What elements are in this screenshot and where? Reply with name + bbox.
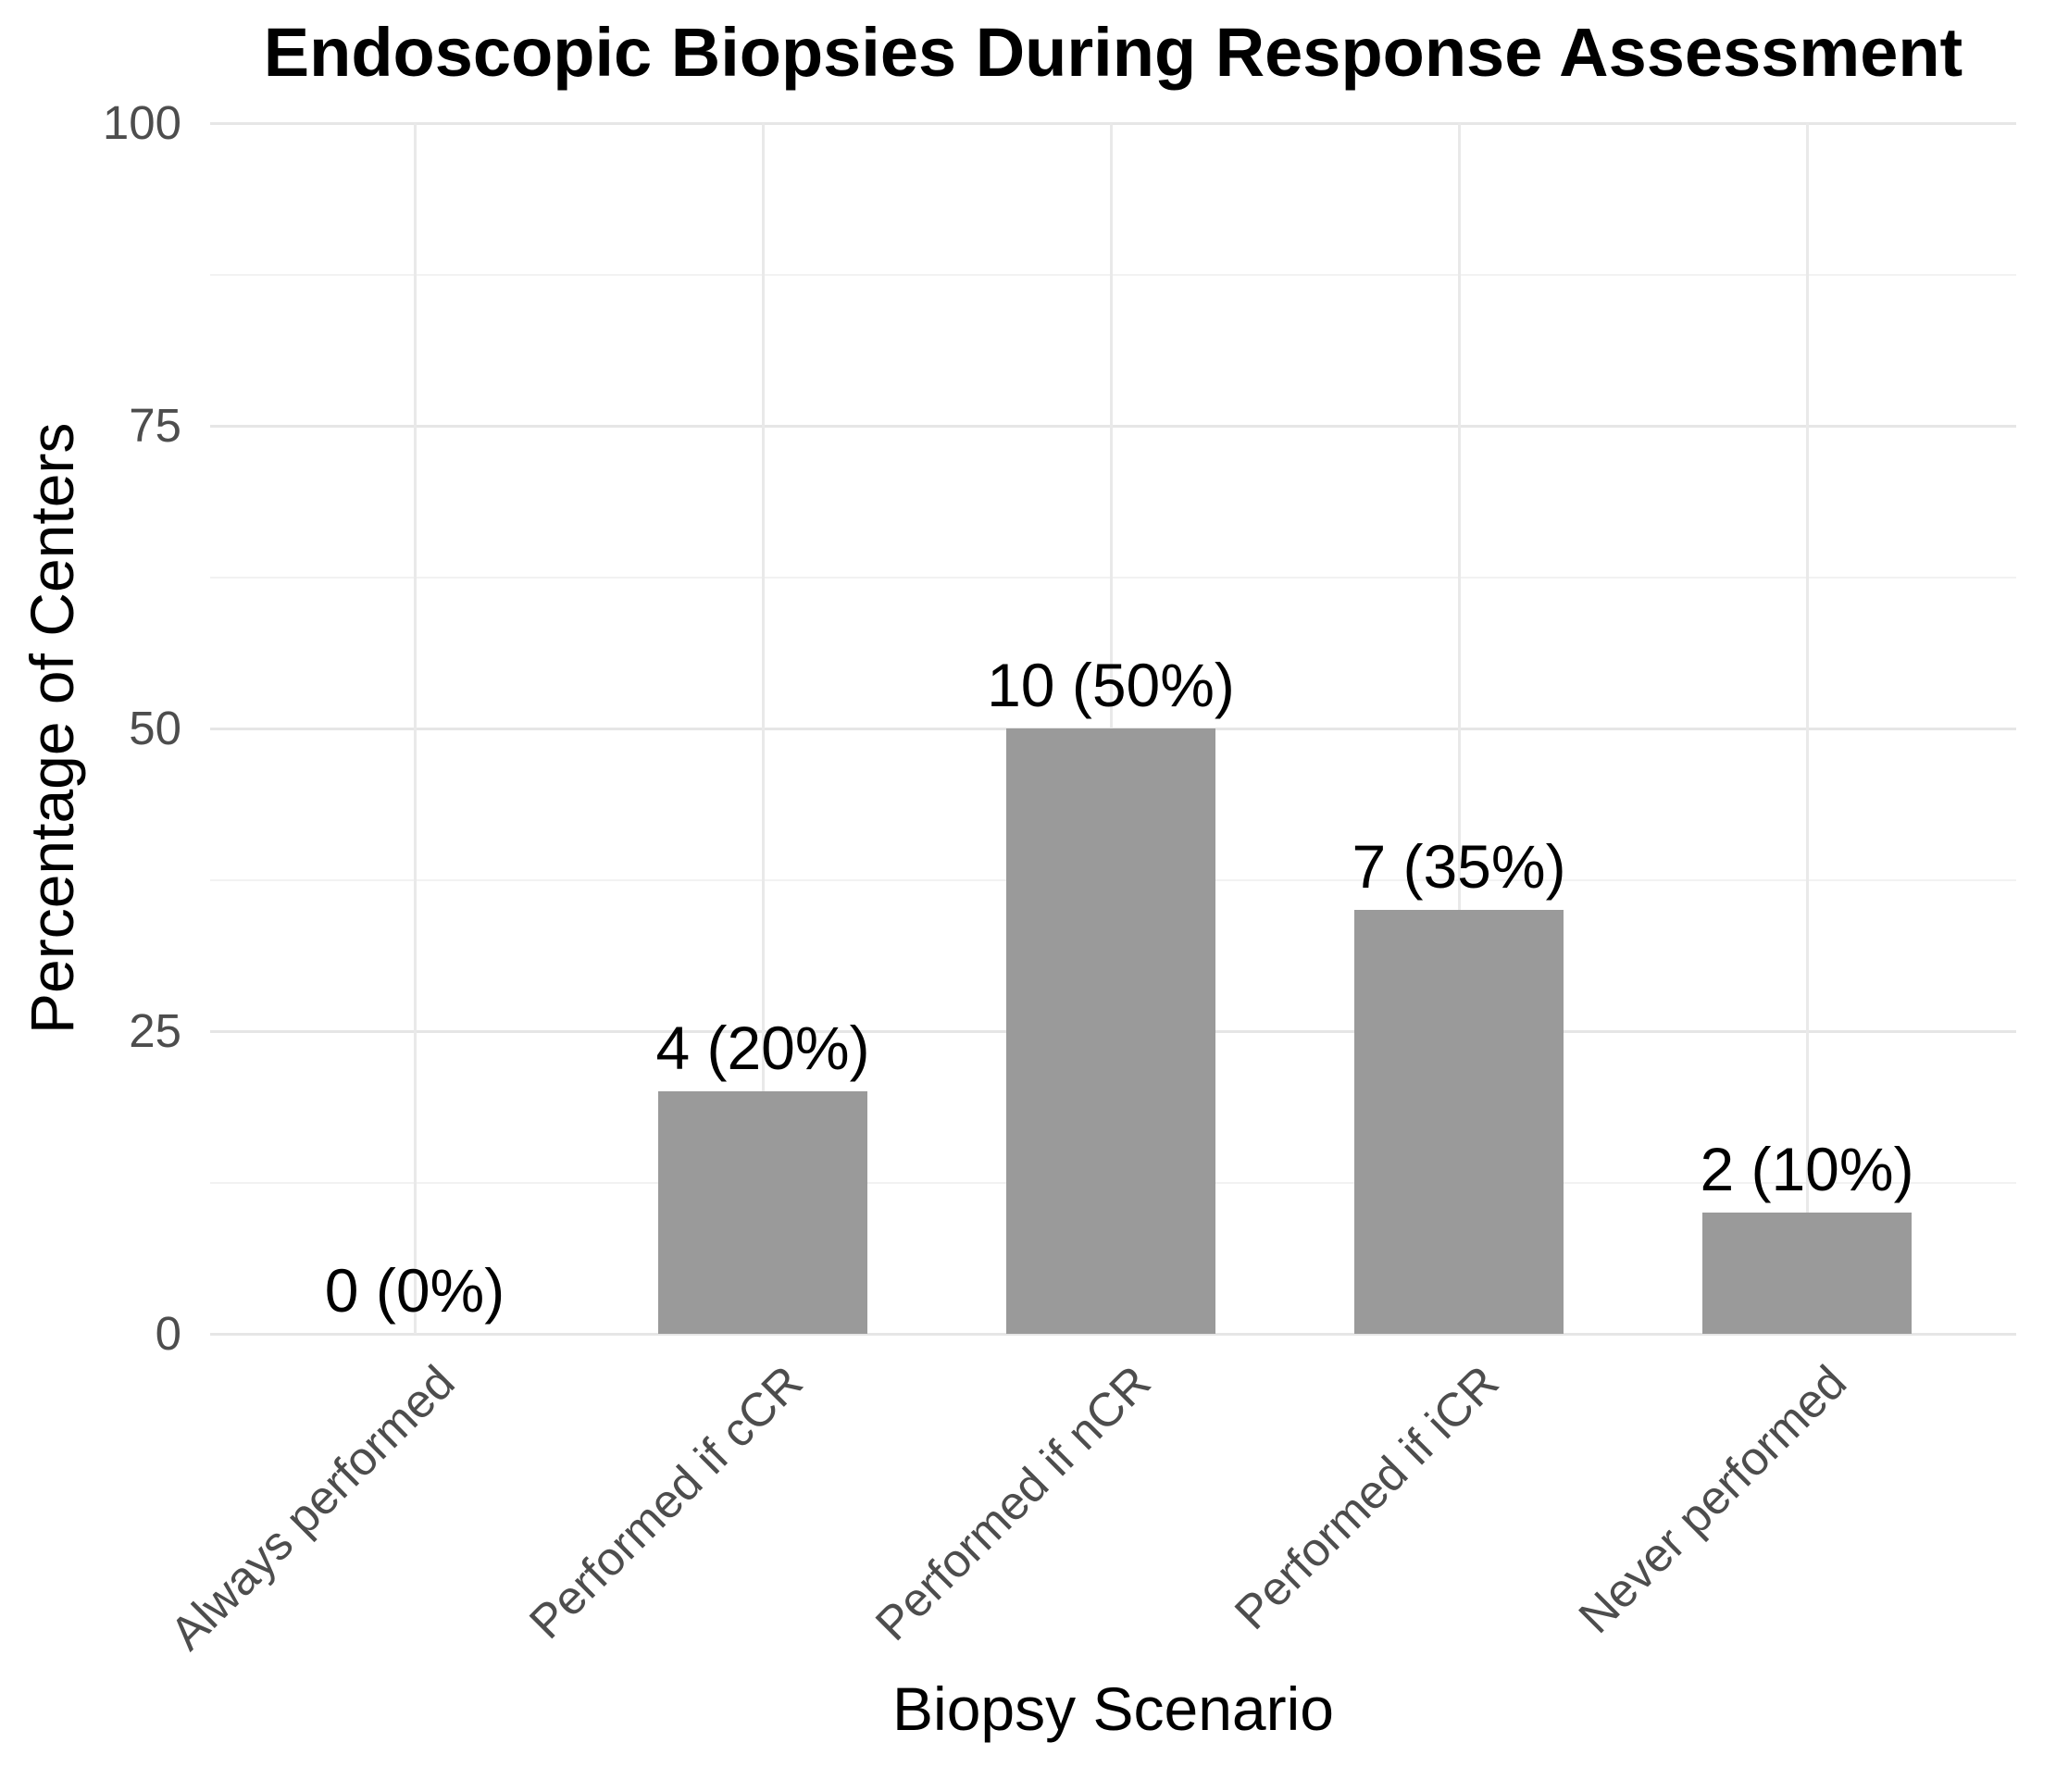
y-tick-label: 50: [129, 702, 181, 754]
bar-performed-if-icr: [1354, 910, 1564, 1334]
x-tick-label: Always performed: [159, 1355, 465, 1661]
bar-value-label: 0 (0%): [324, 1256, 505, 1325]
x-gridline-major: [413, 123, 417, 1334]
bar-value-label: 7 (35%): [1352, 832, 1566, 902]
x-tick-label: Performed if cCR: [518, 1355, 813, 1649]
x-gridline-major: [1457, 123, 1461, 1334]
y-gridline-minor: [210, 576, 2016, 579]
x-tick-label: Performed if iCR: [1224, 1355, 1509, 1640]
y-tick-label: 0: [155, 1307, 181, 1360]
y-tick-label: 25: [129, 1004, 181, 1057]
bar-value-label: 4 (20%): [655, 1014, 870, 1083]
bar-value-label: 2 (10%): [1700, 1135, 1914, 1204]
bar-value-label: 10 (50%): [987, 651, 1235, 719]
y-gridline-major: [210, 424, 2016, 428]
x-axis-title: Biopsy Scenario: [892, 1674, 1334, 1743]
plot-panel: 0 (0%) 4 (20%) 10 (50%) 7 (35%) 2 (10%): [210, 121, 2016, 1336]
x-tick-label: Never performed: [1568, 1355, 1857, 1644]
x-tick-label: Performed if nCR: [865, 1355, 1161, 1651]
x-gridline-major: [1805, 123, 1809, 1334]
chart-title: Endoscopic Biopsies During Response Asse…: [263, 14, 1963, 91]
y-tick-label: 100: [102, 96, 181, 149]
bar-never-performed: [1702, 1213, 1912, 1334]
y-gridline-major: [210, 1332, 2016, 1336]
y-gridline-major: [210, 121, 2016, 125]
y-tick-label: 75: [129, 399, 181, 452]
y-gridline-minor: [210, 273, 2016, 276]
x-gridline-major: [761, 123, 765, 1334]
bar-performed-if-ccr: [658, 1091, 867, 1334]
bar-performed-if-ncr: [1006, 728, 1215, 1334]
